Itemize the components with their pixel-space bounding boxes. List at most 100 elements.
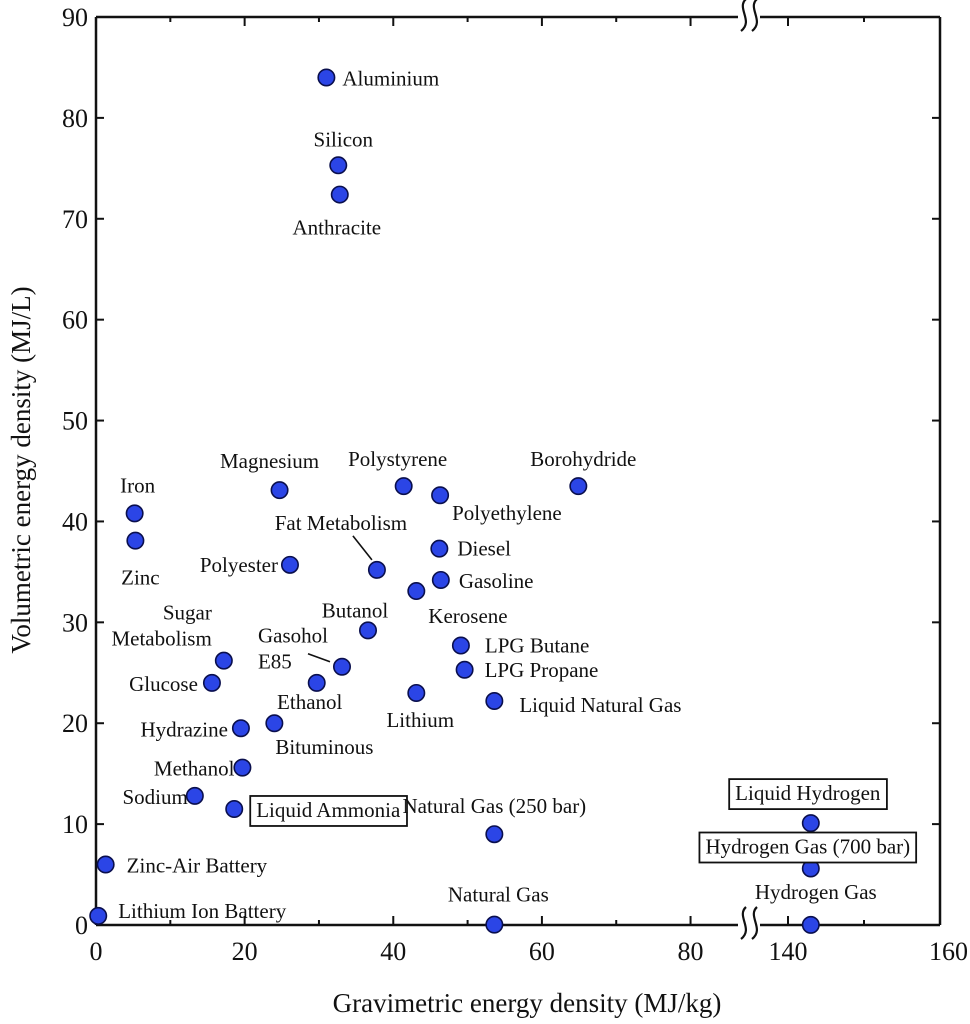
point-hydrogen-gas bbox=[801, 915, 820, 934]
y-tick-label: 40 bbox=[62, 507, 88, 536]
label-natural-gas: Natural Gas bbox=[448, 883, 549, 907]
point-butanol bbox=[359, 621, 378, 640]
y-tick-label: 90 bbox=[62, 3, 88, 32]
label-polystyrene: Polystyrene bbox=[348, 447, 447, 471]
point-bituminous bbox=[265, 714, 284, 733]
data-points bbox=[89, 68, 820, 934]
point-kerosene bbox=[407, 582, 426, 601]
point-diesel bbox=[430, 539, 449, 558]
label-glucose: Glucose bbox=[129, 672, 198, 696]
axis-break-bottom-0 bbox=[740, 906, 747, 940]
point-liquid-natural-gas bbox=[485, 692, 504, 711]
label-hydrazine: Hydrazine bbox=[140, 717, 227, 741]
label-sodium: Sodium bbox=[122, 785, 187, 809]
point-glucose bbox=[202, 673, 221, 692]
axis-break-top-0 bbox=[740, 0, 747, 32]
label-fat-metabolism: Fat Metabolism bbox=[275, 511, 407, 535]
point-lithium-ion-battery bbox=[89, 906, 108, 925]
point-polystyrene bbox=[394, 477, 413, 496]
point-magnesium bbox=[270, 481, 289, 500]
x-tick-label: 20 bbox=[232, 937, 258, 966]
label-lithium: Lithium bbox=[386, 708, 454, 732]
label-iron: Iron bbox=[120, 473, 155, 497]
point-liquid-ammonia bbox=[225, 799, 244, 818]
point-silicon bbox=[329, 156, 348, 175]
label-gasohol-e85: Gasohol E85 bbox=[258, 624, 328, 674]
label-silicon: Silicon bbox=[314, 127, 374, 151]
x-tick-label: 60 bbox=[529, 937, 555, 966]
leader-fat-metabolism bbox=[352, 535, 373, 561]
point-iron bbox=[125, 504, 144, 523]
point-fat-metabolism bbox=[367, 560, 386, 579]
y-tick-label: 80 bbox=[62, 104, 88, 133]
y-axis-title: Volumetric energy density (MJ/L) bbox=[6, 286, 36, 653]
y-tick-label: 60 bbox=[62, 306, 88, 335]
point-hydrazine bbox=[231, 719, 250, 738]
x-tick-label: 0 bbox=[90, 937, 103, 966]
y-tick-label: 20 bbox=[62, 709, 88, 738]
label-anthracite: Anthracite bbox=[292, 216, 381, 240]
label-box-liquid-ammonia bbox=[249, 795, 408, 827]
label-liquid-ammonia: Liquid Ammonia bbox=[256, 798, 401, 822]
label-gasoline: Gasoline bbox=[459, 569, 534, 593]
point-labels: Aluminium Silicon Anthracite Iron Zinc Magnes… bbox=[111, 67, 918, 923]
label-lpg-propane: LPG Propane bbox=[485, 658, 599, 682]
x-axis-title: Gravimetric energy density (MJ/kg) bbox=[333, 988, 722, 1018]
axis-break-top-1 bbox=[751, 0, 758, 32]
axis-ticks: 0 10 20 30 40 50 60 70 80 90 0 20 40 60 80 140 160 bbox=[62, 3, 968, 966]
axis-break-bottom-1 bbox=[751, 906, 758, 940]
point-gasohol-e85 bbox=[332, 657, 351, 676]
point-sugar-metabolism bbox=[214, 651, 233, 670]
point-natural-gas-250-bar bbox=[485, 825, 504, 844]
label-zinc-air-battery: Zinc-Air Battery bbox=[127, 853, 268, 877]
x-tick-label: 160 bbox=[929, 937, 968, 966]
label-magnesium: Magnesium bbox=[220, 449, 319, 473]
label-sugar-metabolism: Sugar Metabolism bbox=[111, 601, 211, 651]
label-liquid-hydrogen: Liquid Hydrogen bbox=[735, 781, 881, 805]
label-lpg-butane: LPG Butane bbox=[485, 634, 589, 658]
point-gasoline bbox=[431, 570, 450, 589]
point-polyethylene bbox=[431, 486, 450, 505]
y-tick-label: 10 bbox=[62, 810, 88, 839]
point-liquid-hydrogen bbox=[801, 814, 820, 833]
point-borohydride bbox=[569, 477, 588, 496]
label-aluminium: Aluminium bbox=[342, 67, 439, 91]
label-hydrogen-gas-700-bar: Hydrogen Gas (700 bar) bbox=[705, 835, 910, 859]
label-methanol: Methanol bbox=[154, 757, 235, 781]
x-tick-label: 80 bbox=[678, 937, 704, 966]
point-natural-gas bbox=[485, 915, 504, 934]
point-methanol bbox=[233, 758, 252, 777]
label-box-liquid-hydrogen bbox=[728, 778, 888, 811]
y-tick-label: 0 bbox=[75, 911, 88, 940]
point-zinc bbox=[126, 531, 145, 550]
label-connectors bbox=[307, 535, 373, 663]
label-butanol: Butanol bbox=[322, 598, 389, 622]
point-sodium bbox=[185, 786, 204, 805]
label-liquid-natural-gas: Liquid Natural Gas bbox=[519, 693, 681, 717]
axes-frame bbox=[94, 0, 942, 940]
label-box-hydrogen-gas-700-bar bbox=[698, 831, 918, 864]
point-polyester bbox=[280, 555, 299, 574]
label-bituminous: Bituminous bbox=[275, 735, 373, 759]
point-aluminium bbox=[317, 68, 336, 87]
y-tick-label: 50 bbox=[62, 407, 88, 436]
point-zinc-air-battery bbox=[96, 855, 115, 874]
label-borohydride: Borohydride bbox=[530, 447, 636, 471]
leader-gasohol-e85 bbox=[307, 652, 331, 663]
y-tick-label: 70 bbox=[62, 205, 88, 234]
label-kerosene: Kerosene bbox=[428, 604, 507, 628]
label-polyethylene: Polyethylene bbox=[452, 501, 562, 525]
label-hydrogen-gas: Hydrogen Gas bbox=[755, 880, 877, 904]
x-tick-label: 140 bbox=[769, 937, 808, 966]
label-lithium-ion-battery: Lithium Ion Battery bbox=[118, 899, 286, 923]
y-tick-label: 30 bbox=[62, 608, 88, 637]
x-tick-label: 40 bbox=[380, 937, 406, 966]
point-lithium bbox=[407, 683, 426, 702]
label-natural-gas-250-bar: Natural Gas (250 bar) bbox=[403, 794, 587, 818]
label-zinc: Zinc bbox=[121, 566, 159, 590]
point-anthracite bbox=[330, 185, 349, 204]
label-diesel: Diesel bbox=[457, 537, 511, 561]
point-lpg-propane bbox=[455, 660, 474, 679]
label-ethanol: Ethanol bbox=[277, 690, 342, 714]
